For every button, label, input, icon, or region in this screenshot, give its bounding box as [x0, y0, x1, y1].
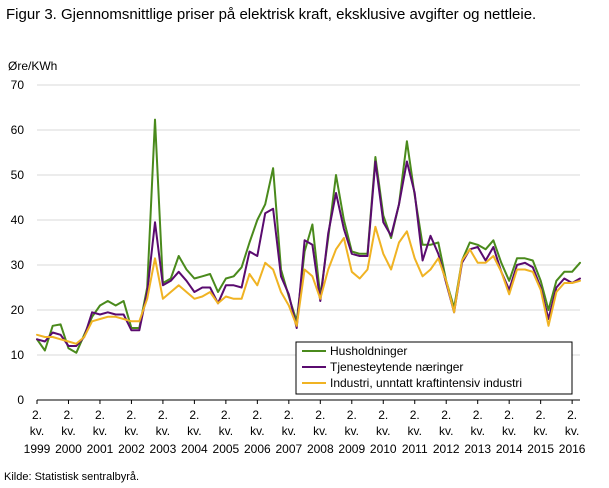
x-tick-label-kv: kv.	[93, 424, 107, 438]
x-tick-label-kv: kv.	[61, 424, 75, 438]
x-tick-label-kv: kv.	[376, 424, 390, 438]
y-tick-label: 10	[11, 348, 25, 362]
x-tick-label-year: 2008	[307, 442, 334, 456]
x-tick-label-kv: kv.	[219, 424, 233, 438]
x-tick-label-quarter: 2.	[63, 408, 73, 422]
x-tick-label-quarter: 2.	[315, 408, 325, 422]
x-tick-label-quarter: 2.	[32, 408, 42, 422]
x-tick-label-kv: kv.	[282, 424, 296, 438]
x-tick-label-year: 2012	[433, 442, 460, 456]
x-tick-label-year: 1999	[24, 442, 51, 456]
y-tick-label: 70	[11, 78, 25, 92]
x-tick-label-kv: kv.	[345, 424, 359, 438]
x-tick-label-kv: kv.	[156, 424, 170, 438]
x-tick-label-quarter: 2.	[473, 408, 483, 422]
x-tick-label-year: 2000	[55, 442, 82, 456]
x-tick-label-year: 2002	[118, 442, 145, 456]
x-tick-label-year: 2011	[402, 442, 428, 456]
series-line-1	[36, 118, 581, 354]
x-tick-label-quarter: 2.	[189, 408, 199, 422]
x-axis: 2. kv. 1999 2. kv. 2000 2. kv. 2001 2. kv. 2002 2. kv…	[24, 400, 586, 456]
x-tick-label-year: 2009	[338, 442, 365, 456]
x-tick-label-quarter: 2.	[441, 408, 451, 422]
x-tick-label-quarter: 2.	[567, 408, 577, 422]
x-tick-label-kv: kv.	[533, 424, 547, 438]
x-tick-label-year: 2006	[244, 442, 271, 456]
legend: Husholdninger Tjenesteytende næringer Indu…	[295, 341, 573, 395]
x-tick-label-quarter: 2.	[221, 408, 231, 422]
y-tick-label: 30	[11, 258, 25, 272]
legend-label-2: Tjenesteytende næringer	[330, 360, 463, 374]
x-tick-label-kv: kv.	[250, 424, 264, 438]
y-tick-labels: 0 10 20 30 40 50 60 70	[11, 78, 25, 407]
legend-label-3: Industri, unntatt kraftintensiv industri	[330, 376, 522, 390]
x-tick-label-year: 2013	[464, 442, 491, 456]
x-tick-label-year: 2014	[496, 442, 523, 456]
x-tick-label-quarter: 2.	[284, 408, 294, 422]
y-tick-label: 60	[11, 123, 25, 137]
x-tick-label-kv: kv.	[502, 424, 516, 438]
y-tick-label: 40	[11, 213, 25, 227]
x-tick-label-quarter: 2.	[347, 408, 357, 422]
y-tick-label: 0	[17, 393, 24, 407]
x-tick-label-kv: kv.	[124, 424, 138, 438]
chart-title: Figur 3. Gjennomsnittlige priser på elek…	[6, 6, 537, 23]
x-tick-label-quarter: 2.	[95, 408, 105, 422]
x-tick-label-year: 2010	[370, 442, 397, 456]
x-tick-label-kv: kv.	[313, 424, 327, 438]
y-tick-label: 50	[11, 168, 25, 182]
x-tick-label-year: 2003	[150, 442, 177, 456]
y-axis-label: Øre/KWh	[8, 59, 58, 73]
series-lines	[36, 118, 581, 354]
y-tick-label: 20	[11, 303, 25, 317]
x-tick-label-year: 2005	[213, 442, 240, 456]
x-tick-label-quarter: 2.	[126, 408, 136, 422]
x-tick-label-year: 2004	[181, 442, 208, 456]
x-tick-label-kv: kv.	[408, 424, 422, 438]
legend-box	[295, 341, 573, 395]
series-line-2	[36, 160, 581, 347]
x-tick-label-year: 2001	[87, 442, 114, 456]
x-tick-label-quarter: 2.	[410, 408, 420, 422]
x-tick-label-kv: kv.	[470, 424, 484, 438]
x-tick-label-year: 2016	[559, 442, 586, 456]
legend-label-1: Husholdninger	[330, 344, 407, 358]
x-tick-label-kv: kv.	[565, 424, 579, 438]
x-tick-label-kv: kv.	[30, 424, 44, 438]
x-tick-label-kv: kv.	[187, 424, 201, 438]
series-line-3	[36, 225, 581, 345]
x-tick-label-year: 2015	[527, 442, 554, 456]
x-tick-label-quarter: 2.	[536, 408, 546, 422]
source-note: Kilde: Statistisk sentralbyrå.	[4, 471, 140, 483]
x-tick-label-kv: kv.	[439, 424, 453, 438]
x-tick-label-quarter: 2.	[378, 408, 388, 422]
x-tick-label-year: 2007	[275, 442, 302, 456]
x-tick-label-quarter: 2.	[158, 408, 168, 422]
x-tick-label-quarter: 2.	[504, 408, 514, 422]
x-tick-label-quarter: 2.	[252, 408, 262, 422]
